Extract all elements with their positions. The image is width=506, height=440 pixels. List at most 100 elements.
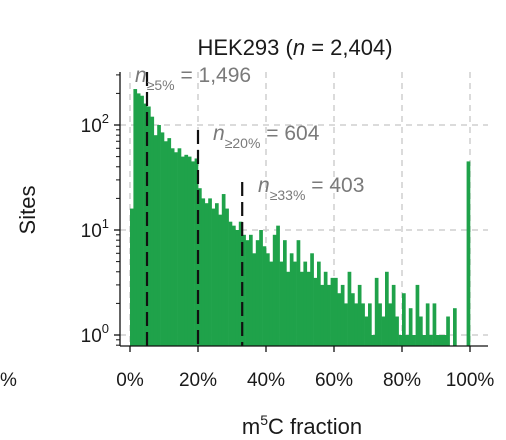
histogram-bar bbox=[323, 271, 328, 346]
histogram-bar bbox=[293, 261, 297, 346]
x-tick-label: 60% bbox=[315, 370, 353, 391]
histogram-bar bbox=[337, 293, 342, 346]
y-tick-label: 101 bbox=[81, 216, 109, 242]
histogram-bar bbox=[252, 253, 257, 346]
histogram-bar bbox=[300, 271, 304, 346]
histogram-bar bbox=[167, 138, 172, 346]
histogram-bar bbox=[340, 284, 345, 346]
histogram-bar bbox=[249, 234, 253, 346]
histogram-bar bbox=[228, 221, 233, 346]
histogram-bar bbox=[436, 335, 440, 346]
histogram-bar bbox=[184, 154, 189, 346]
histogram-bar bbox=[466, 161, 471, 346]
histogram-bar bbox=[303, 261, 308, 346]
histogram-bar bbox=[133, 89, 138, 346]
x-tick-label: 40% bbox=[247, 370, 285, 391]
histogram-bar bbox=[238, 221, 243, 346]
histogram-bar bbox=[160, 132, 165, 346]
histogram-bar bbox=[368, 303, 372, 346]
histogram-bar bbox=[320, 284, 325, 346]
x-axis-label: m5C fraction bbox=[242, 412, 362, 439]
histogram-bar bbox=[130, 208, 134, 346]
axes-layer: 0% 20% 40% 60% 80% 100% 100 101 102 bbox=[81, 72, 495, 391]
histogram-bar bbox=[364, 316, 369, 346]
histogram-bar bbox=[391, 284, 396, 346]
histogram-bar bbox=[153, 135, 158, 346]
histogram-bar bbox=[374, 277, 379, 346]
histogram-bar bbox=[276, 225, 280, 346]
histogram-bar bbox=[432, 303, 437, 346]
histogram-bar bbox=[412, 335, 416, 346]
histogram-bar bbox=[361, 303, 365, 346]
histogram-bar bbox=[170, 148, 175, 346]
histogram-bar bbox=[317, 261, 321, 346]
histogram-bar bbox=[164, 141, 168, 346]
histogram-bar bbox=[225, 208, 229, 346]
histogram-bar bbox=[453, 308, 457, 346]
histogram-bar bbox=[371, 335, 376, 346]
histogram-bar bbox=[215, 203, 219, 346]
histogram-bar bbox=[232, 225, 236, 346]
histogram-bar bbox=[402, 293, 406, 346]
histogram-bar bbox=[262, 246, 267, 346]
histogram-bar bbox=[150, 116, 155, 346]
y-axis-label: Sites bbox=[15, 186, 40, 235]
histogram-bar bbox=[187, 156, 192, 346]
x-tick-label: 20% bbox=[179, 370, 217, 391]
histogram-bar bbox=[419, 316, 423, 346]
histogram-bar bbox=[221, 194, 226, 346]
threshold-label: n≥5% = 1,496 bbox=[135, 64, 251, 93]
histogram-bar bbox=[330, 277, 335, 346]
histogram-bar bbox=[143, 103, 148, 346]
histogram-bar bbox=[351, 293, 355, 346]
histogram-bar bbox=[429, 335, 433, 346]
histogram-bar bbox=[235, 230, 240, 346]
x-tick-label: 0% bbox=[116, 370, 144, 391]
histogram-bar bbox=[344, 303, 348, 346]
bars-layer bbox=[130, 89, 471, 347]
histogram-bar bbox=[334, 277, 338, 346]
histogram-bar bbox=[395, 316, 399, 346]
histogram-bar bbox=[245, 240, 250, 346]
histogram-bar bbox=[136, 93, 141, 347]
histogram-bar bbox=[177, 148, 182, 346]
histogram-bar bbox=[211, 208, 216, 346]
histogram-bar bbox=[327, 284, 331, 346]
histogram-bar bbox=[201, 198, 206, 346]
histogram-bar bbox=[157, 125, 161, 346]
histogram-bar bbox=[439, 335, 444, 346]
threshold-layer: n≥5% = 1,496 n≥20% = 604 n≥33% = 403 bbox=[135, 64, 364, 346]
histogram-bar bbox=[286, 271, 291, 346]
histogram-bar bbox=[442, 335, 447, 346]
x-tick-label: 80% bbox=[383, 370, 421, 391]
histogram-bar bbox=[204, 203, 209, 346]
histogram-bar bbox=[415, 284, 420, 346]
histogram-bar bbox=[425, 303, 430, 346]
histogram-bar bbox=[198, 188, 202, 346]
histogram-bar bbox=[242, 234, 246, 346]
histogram-bar bbox=[357, 284, 362, 346]
histogram-bar bbox=[272, 234, 277, 346]
histogram-bar bbox=[279, 261, 284, 346]
histogram-bar bbox=[388, 303, 393, 346]
histogram-bar bbox=[310, 253, 314, 346]
histogram-bar bbox=[283, 240, 287, 346]
y-tick-label: 100 bbox=[81, 321, 109, 347]
histogram-bar bbox=[408, 308, 413, 346]
histogram-bar bbox=[422, 335, 427, 346]
threshold-label: n≥33% = 403 bbox=[258, 174, 364, 203]
histogram-bar bbox=[191, 161, 195, 346]
histogram-bar bbox=[259, 230, 263, 346]
histogram-bar bbox=[306, 271, 311, 346]
histogram-bar bbox=[218, 214, 223, 346]
histogram-bar bbox=[147, 106, 151, 347]
x-tick-label: 100% bbox=[446, 370, 495, 391]
histogram-bar bbox=[405, 335, 410, 346]
histogram-bar bbox=[381, 316, 386, 346]
histogram-bar bbox=[354, 303, 359, 346]
histogram-bar bbox=[385, 271, 389, 346]
threshold-label: n≥20% = 604 bbox=[213, 122, 320, 151]
histogram-bar bbox=[378, 303, 382, 346]
histogram-bar bbox=[289, 253, 294, 346]
